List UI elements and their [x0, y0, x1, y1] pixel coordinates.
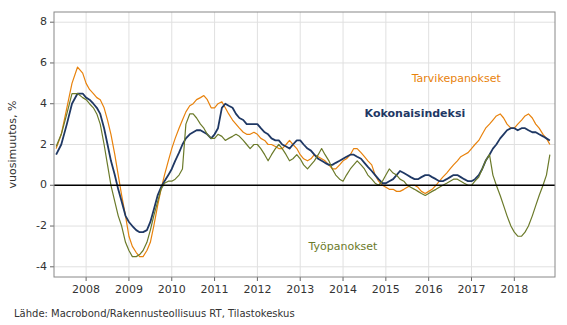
tick-label-y: 4: [40, 97, 47, 110]
tick-y: [50, 103, 54, 104]
tick-x: [171, 277, 172, 281]
tick-x: [514, 277, 515, 281]
tick-y: [50, 22, 54, 23]
tick-x: [257, 277, 258, 281]
tick-label-x: 2014: [329, 283, 357, 296]
tick-label-x: 2011: [201, 283, 229, 296]
tick-label-x: 2008: [72, 283, 100, 296]
grid-line-x: [214, 12, 215, 277]
grid-line-x: [86, 12, 87, 277]
tick-label-x: 2009: [115, 283, 143, 296]
tick-x: [86, 277, 87, 281]
tick-x: [385, 277, 386, 281]
tick-label-x: 2018: [500, 283, 528, 296]
tick-label-x: 2013: [286, 283, 314, 296]
tick-y: [50, 266, 54, 267]
series-label: Työpanokset: [308, 240, 379, 253]
series-line: [56, 67, 550, 257]
tick-y: [50, 185, 54, 186]
tick-label-x: 2012: [243, 283, 271, 296]
tick-x: [471, 277, 472, 281]
tick-label-y: 0: [40, 178, 47, 191]
plot-frame: [54, 12, 555, 277]
chart-svg: -4 -2 0 2 4 6 8 2008 2009 2010 2011 2012 2013 2014 201…: [0, 0, 567, 325]
grid-line-x: [171, 12, 172, 277]
tick-label-y: -2: [36, 219, 47, 232]
tick-label-x: 2010: [158, 283, 186, 296]
tick-label-y: 2: [40, 138, 47, 151]
tick-label-x: 2015: [372, 283, 400, 296]
series-label: Kokonaisindeksi: [365, 107, 466, 120]
plot-area: [56, 67, 550, 257]
tick-label-x: 2017: [458, 283, 486, 296]
tick-label-y: 6: [40, 56, 47, 69]
source-note: Lähde: Macrobond/Rakennusteollisuus RT, …: [14, 308, 295, 319]
tick-x: [128, 277, 129, 281]
grid-line-x: [385, 12, 386, 277]
grid-line-x: [428, 12, 429, 277]
series-label: Tarvikepanokset: [411, 72, 502, 85]
zero-line: [54, 185, 555, 187]
tick-x: [343, 277, 344, 281]
tick-x: [214, 277, 215, 281]
grid-line-x: [514, 12, 515, 277]
tick-y: [50, 226, 54, 227]
tick-label-y: 8: [40, 15, 47, 28]
grid-line-x: [300, 12, 301, 277]
tick-y: [50, 144, 54, 145]
grid-line-y: [54, 185, 555, 186]
chart-container: -4 -2 0 2 4 6 8 2008 2009 2010 2011 2012 2013 2014 201…: [0, 0, 567, 325]
tick-label-x: 2016: [415, 283, 443, 296]
tick-x: [428, 277, 429, 281]
tick-label-y: -4: [36, 260, 47, 273]
y-axis-label: vuosimuutos, %: [6, 101, 19, 189]
tick-y: [50, 62, 54, 63]
grid-line-x: [471, 12, 472, 277]
grid: [54, 12, 555, 277]
tick-x: [300, 277, 301, 281]
series-line: [56, 94, 550, 257]
grid-line-x: [343, 12, 344, 277]
